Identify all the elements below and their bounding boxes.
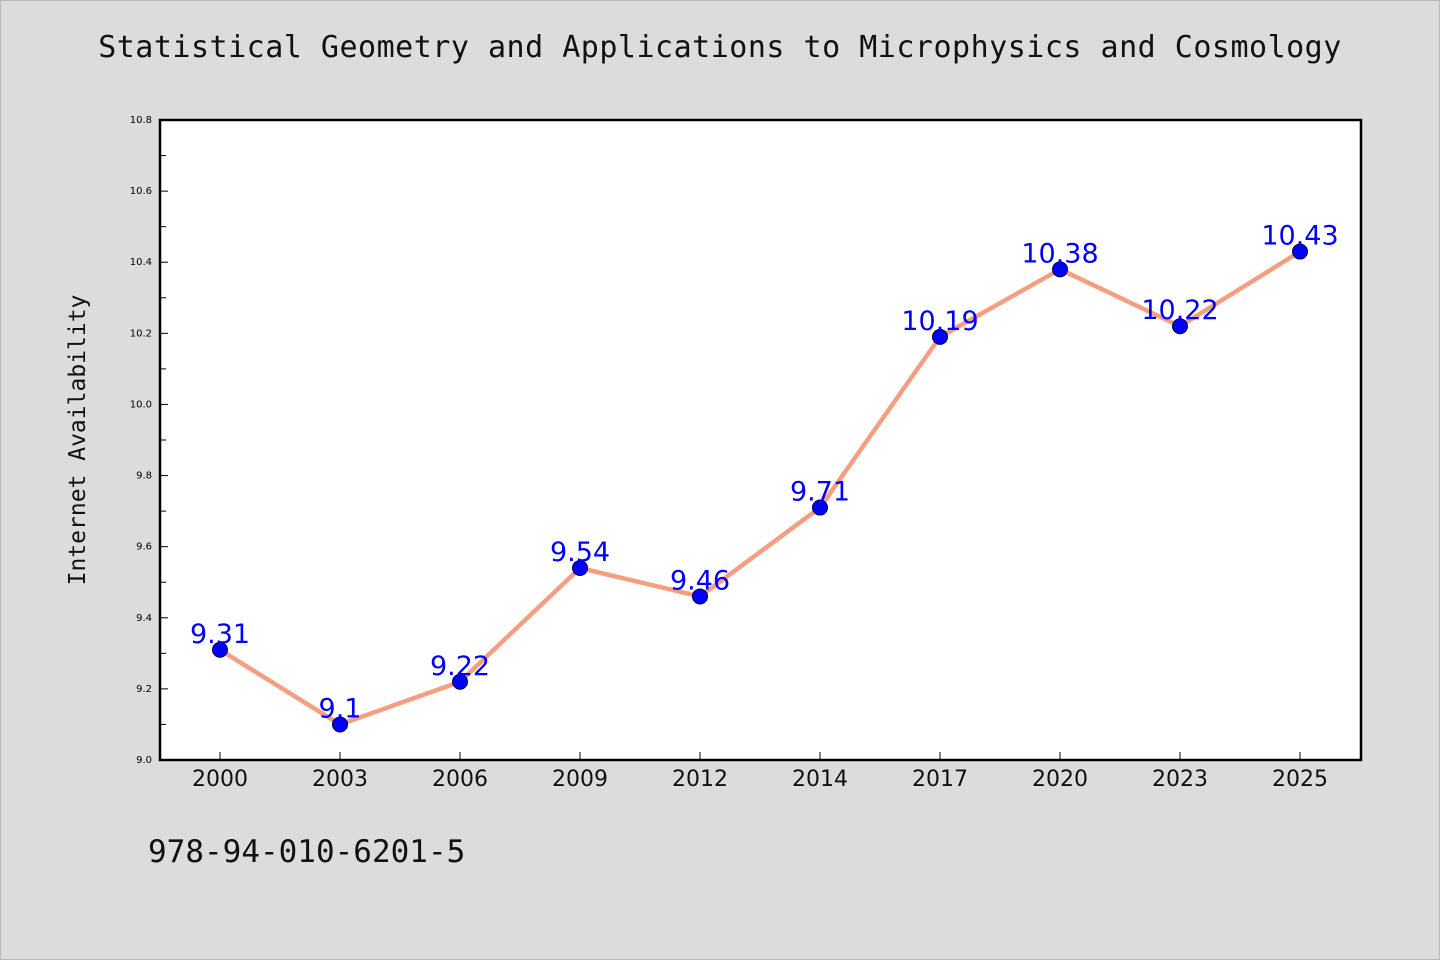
data-point [1052, 261, 1068, 278]
data-point [452, 673, 468, 690]
data-label: 9.22 [430, 651, 490, 682]
data-point [932, 328, 948, 345]
x-tick-label: 2020 [1032, 767, 1088, 792]
x-tick-label: 2023 [1152, 767, 1208, 792]
y-tick-label: 10.0 [130, 399, 152, 410]
series-line [217, 249, 1303, 727]
plot-frame [158, 118, 1363, 762]
data-point [572, 560, 588, 576]
x-tick-label: 2025 [1272, 767, 1328, 792]
data-label: 10.43 [1261, 221, 1338, 252]
y-tick-label: 9.4 [136, 613, 152, 624]
data-label: 9.31 [190, 619, 250, 650]
x-tick-label: 2003 [312, 767, 368, 792]
x-tick-label: 2014 [792, 767, 848, 792]
data-label: 10.19 [901, 306, 978, 337]
data-point [812, 499, 828, 516]
data-point [692, 588, 708, 605]
data-label: 9.46 [670, 565, 730, 596]
y-axis-label: Internet Availability [65, 295, 91, 586]
y-tick-label: 9.6 [136, 542, 152, 553]
y-tick-label: 10.6 [130, 186, 152, 197]
data-point [1292, 243, 1308, 260]
data-point [332, 716, 348, 733]
y-tick-label: 10.2 [130, 328, 152, 339]
y-tick-label: 9.0 [136, 755, 152, 766]
x-tick-label: 2017 [912, 767, 968, 792]
x-tick-label: 2006 [432, 767, 488, 792]
x-tick-label: 2000 [192, 767, 248, 792]
data-label: 9.71 [790, 477, 850, 508]
data-label: 9.1 [319, 693, 362, 724]
y-tick-label: 10.8 [130, 115, 152, 126]
y-tick-label: 9.8 [136, 471, 152, 482]
x-tick-label: 2009 [552, 767, 608, 792]
chart-title: Statistical Geometry and Applications to… [98, 30, 1342, 65]
data-label: 10.38 [1021, 238, 1098, 269]
data-point [1172, 318, 1188, 335]
x-tick-label: 2012 [672, 767, 728, 792]
isbn-label: 978-94-010-6201-5 [148, 834, 466, 870]
y-tick-label: 10.4 [130, 257, 152, 268]
data-label: 9.54 [550, 537, 610, 568]
plot-area [160, 120, 1361, 760]
data-point [212, 641, 228, 658]
data-label: 10.22 [1141, 295, 1218, 326]
y-tick-label: 9.2 [136, 684, 152, 695]
